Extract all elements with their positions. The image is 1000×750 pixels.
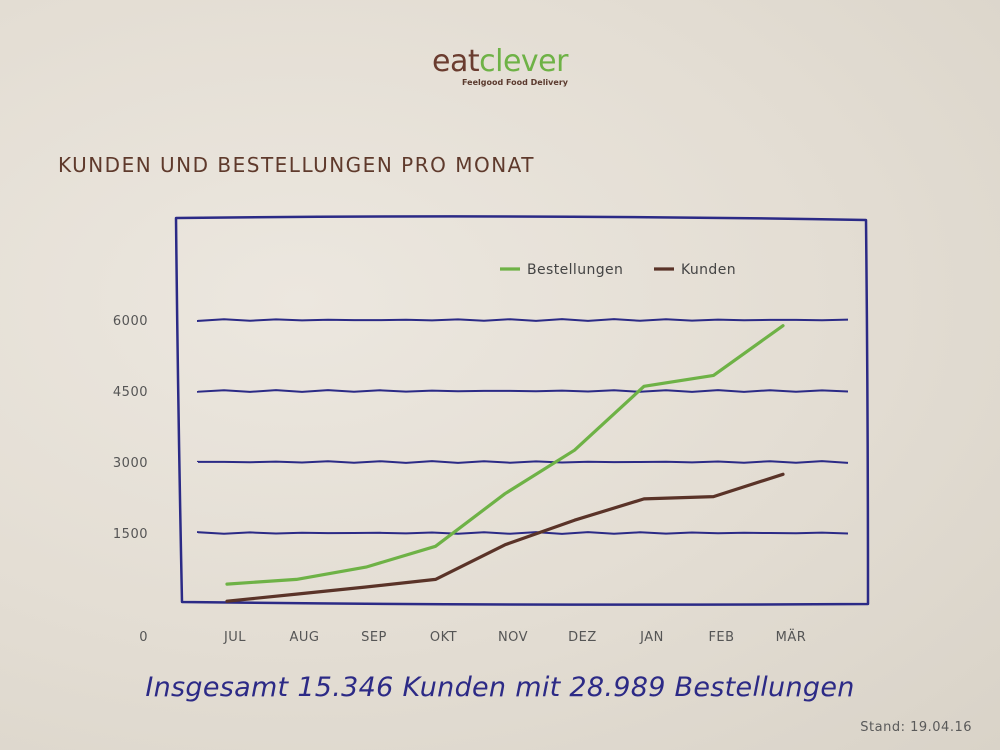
brand-name-part2: clever xyxy=(479,44,568,79)
summary-text: Insgesamt 15.346 Kunden mit 28.989 Beste… xyxy=(145,672,855,703)
chart-title: KUNDEN UND BESTELLUNGEN PRO MONAT xyxy=(58,153,535,177)
y-tick-label: 4500 xyxy=(113,385,148,400)
x-tick-label: JUL xyxy=(223,630,246,645)
y-tick-label: 3000 xyxy=(113,456,148,471)
chart-frame xyxy=(174,215,870,606)
gridline xyxy=(197,389,849,393)
x-tick-label: DEZ xyxy=(568,630,597,645)
stand-date: Stand: 19.04.16 xyxy=(860,720,972,735)
x-tick-label: NOV xyxy=(498,630,528,645)
y-tick-label: 1500 xyxy=(113,527,148,542)
brand-name-part1: eat xyxy=(432,44,480,79)
brand-logo: eatclever Feelgood Food Delivery xyxy=(0,44,1000,87)
gridline xyxy=(197,531,849,535)
brand-tagline: Feelgood Food Delivery xyxy=(462,78,568,87)
legend-label-kunden: Kunden xyxy=(681,262,736,278)
brand-name: eatclever xyxy=(0,44,1000,80)
x-tick-label: AUG xyxy=(290,630,320,645)
x-tick-label: SEP xyxy=(361,630,387,645)
x-tick-label: OKT xyxy=(430,630,457,645)
x-tick-label: MÄR xyxy=(776,629,807,645)
x-tick-label: FEB xyxy=(708,630,734,645)
legend-label-bestellungen: Bestellungen xyxy=(527,262,623,278)
y-tick-label: 6000 xyxy=(113,314,148,329)
gridline xyxy=(197,318,849,322)
y-tick-label: 0 xyxy=(139,630,148,645)
x-tick-label: JAN xyxy=(639,630,664,645)
gridline xyxy=(197,460,849,464)
